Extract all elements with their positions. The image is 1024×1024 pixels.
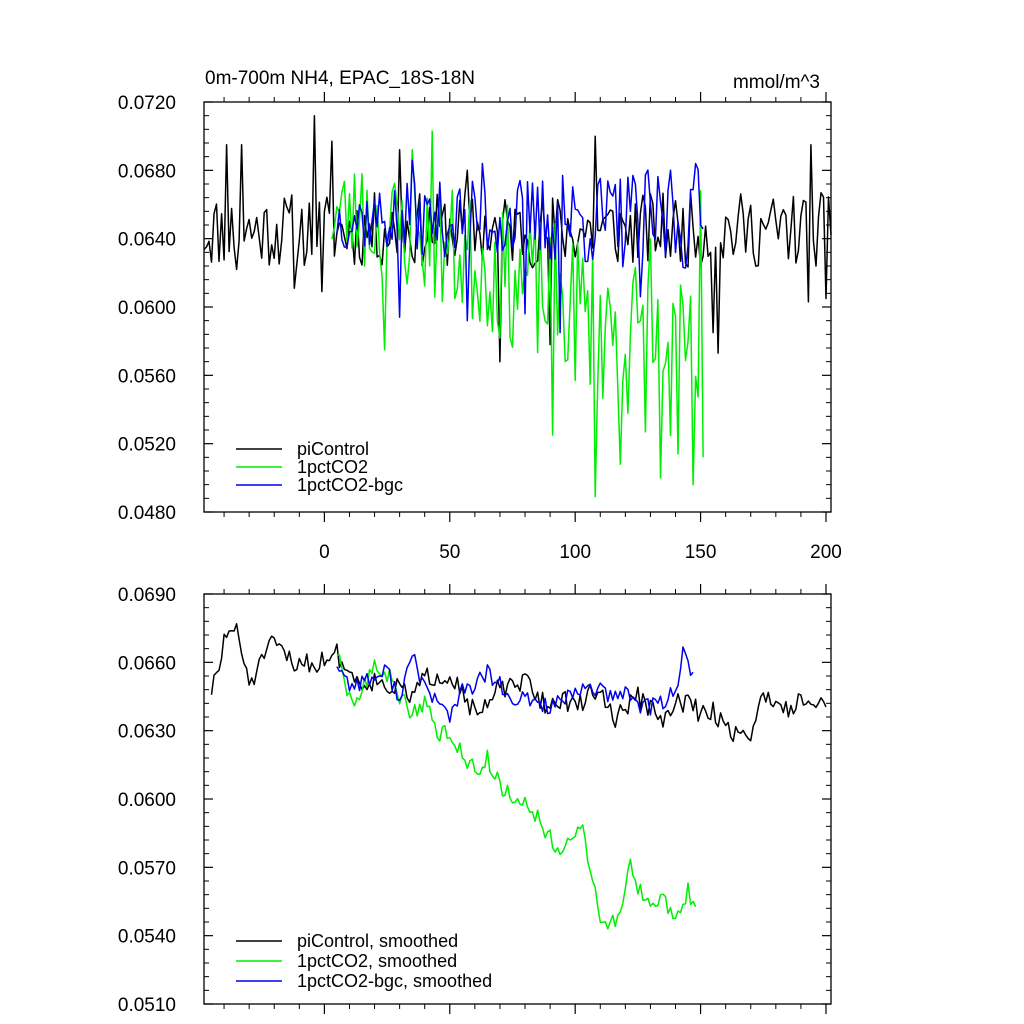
- series-line-1pctco2-bgc: [336, 159, 704, 334]
- y-tick-label: 0.0560: [118, 366, 176, 387]
- x-tick-label: 200: [810, 542, 842, 563]
- x-tick-label: 50: [439, 542, 460, 563]
- y-tick-label: 0.0690: [118, 585, 176, 606]
- y-tick-label: 0.0640: [118, 230, 176, 251]
- legend-label-1pctco2: 1pctCO2: [297, 457, 368, 477]
- top-chart-title: 0m-700m NH4, EPAC_18S-18N: [205, 68, 475, 89]
- y-tick-label: 0.0630: [118, 722, 176, 743]
- x-tick-label: 100: [559, 542, 591, 563]
- y-tick-label: 0.0540: [118, 927, 176, 948]
- x-tick-label: 0: [319, 542, 330, 563]
- y-tick-label: 0.0720: [118, 93, 176, 114]
- y-tick-label: 0.0510: [118, 995, 176, 1016]
- y-tick-label: 0.0570: [118, 858, 176, 879]
- legend-label-picontrol-smoothed: piControl, smoothed: [297, 931, 458, 951]
- legend-label-1pctco2-bgc-smoothed: 1pctCO2-bgc, smoothed: [297, 971, 492, 991]
- series-line-picontrol-smoothed: [210, 623, 827, 743]
- y-tick-label: 0.0520: [118, 435, 176, 456]
- y-tick-label: 0.0660: [118, 653, 176, 674]
- series-line-1pctco2: [331, 130, 704, 498]
- y-tick-label: 0.0680: [118, 161, 176, 182]
- legend-label-1pctco2-smoothed: 1pctCO2, smoothed: [297, 951, 457, 971]
- legend-label-1pctco2-bgc: 1pctCO2-bgc: [297, 475, 403, 495]
- y-tick-label: 0.0480: [118, 503, 176, 524]
- top-chart-panel: 0.0480 0.0520 0.0560 0.0600 0.0640 0.0680 0.07…: [118, 92, 842, 563]
- top-chart-units: mmol/m^3: [733, 72, 820, 93]
- y-tick-label: 0.0600: [118, 298, 176, 319]
- legend-label-picontrol: piControl: [297, 439, 369, 459]
- bottom-chart-panel: 0.0510 0.0540 0.0570 0.0600 0.0630 0.0660 0.06…: [118, 584, 832, 1016]
- series-line-picontrol: [203, 114, 832, 363]
- y-tick-label: 0.0600: [118, 790, 176, 811]
- series-line-1pctco2-bgc-smoothed: [336, 646, 694, 723]
- x-tick-label: 150: [685, 542, 717, 563]
